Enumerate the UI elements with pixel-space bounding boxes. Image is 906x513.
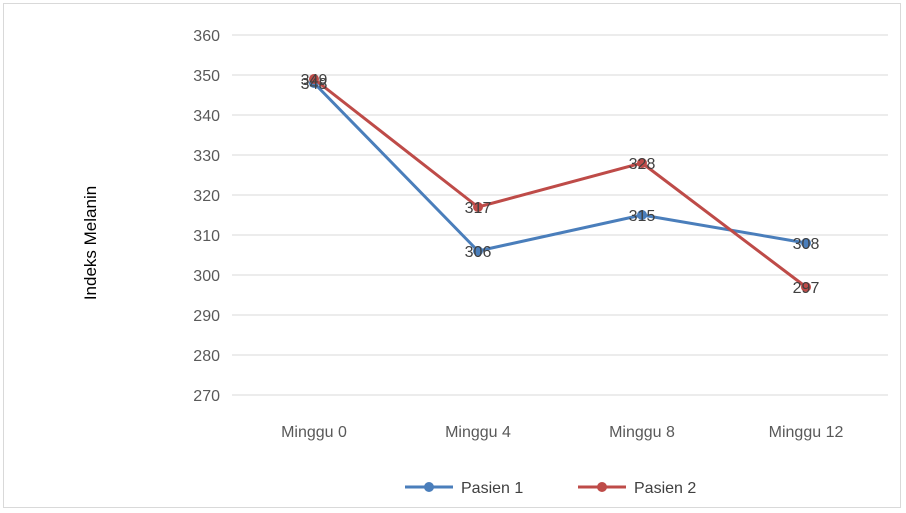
data-label: 308 [793,236,820,253]
legend-item: Pasien 2 [578,480,696,497]
y-tick-label: 280 [193,348,220,365]
x-tick-label: Minggu 12 [769,424,844,441]
y-tick-label: 270 [193,388,220,405]
data-label: 349 [301,72,328,89]
gridlines [232,34,888,396]
data-label: 297 [793,280,820,297]
data-point [801,282,811,292]
legend-swatch-marker [597,482,607,492]
y-axis-ticks: 270 280 290 300 310 320 330 340 350 360 [193,28,220,405]
data-point [637,210,647,220]
data-label: 315 [629,208,656,225]
y-axis-title: Indeks Melanin [81,186,100,300]
x-tick-label: Minggu 8 [609,424,675,441]
data-point [309,74,319,84]
y-tick-label: 300 [193,268,220,285]
data-point [637,158,647,168]
data-point [801,238,811,248]
data-labels: 348 306 315 308 349 317 328 297 [301,72,820,297]
x-axis-ticks: Minggu 0 Minggu 4 Minggu 8 Minggu 12 [281,424,843,441]
y-tick-label: 350 [193,68,220,85]
data-label: 306 [465,244,492,261]
data-label: 328 [629,156,656,173]
legend-label: Pasien 2 [634,480,696,497]
x-tick-label: Minggu 0 [281,424,347,441]
x-tick-label: Minggu 4 [445,424,511,441]
y-tick-label: 360 [193,28,220,45]
y-tick-label: 320 [193,188,220,205]
data-point [473,202,483,212]
legend: Pasien 1 Pasien 2 [405,480,696,497]
y-tick-label: 310 [193,228,220,245]
series-line [312,81,807,253]
y-tick-label: 290 [193,308,220,325]
data-point [473,246,483,256]
data-label: 348 [301,76,328,93]
legend-swatch-marker [424,482,434,492]
legend-item: Pasien 1 [405,480,523,497]
legend-label: Pasien 1 [461,480,523,497]
series-line [313,77,807,289]
data-label: 317 [465,200,492,217]
y-tick-label: 330 [193,148,220,165]
y-tick-label: 340 [193,108,220,125]
series [309,74,811,292]
chart-frame [3,3,901,508]
